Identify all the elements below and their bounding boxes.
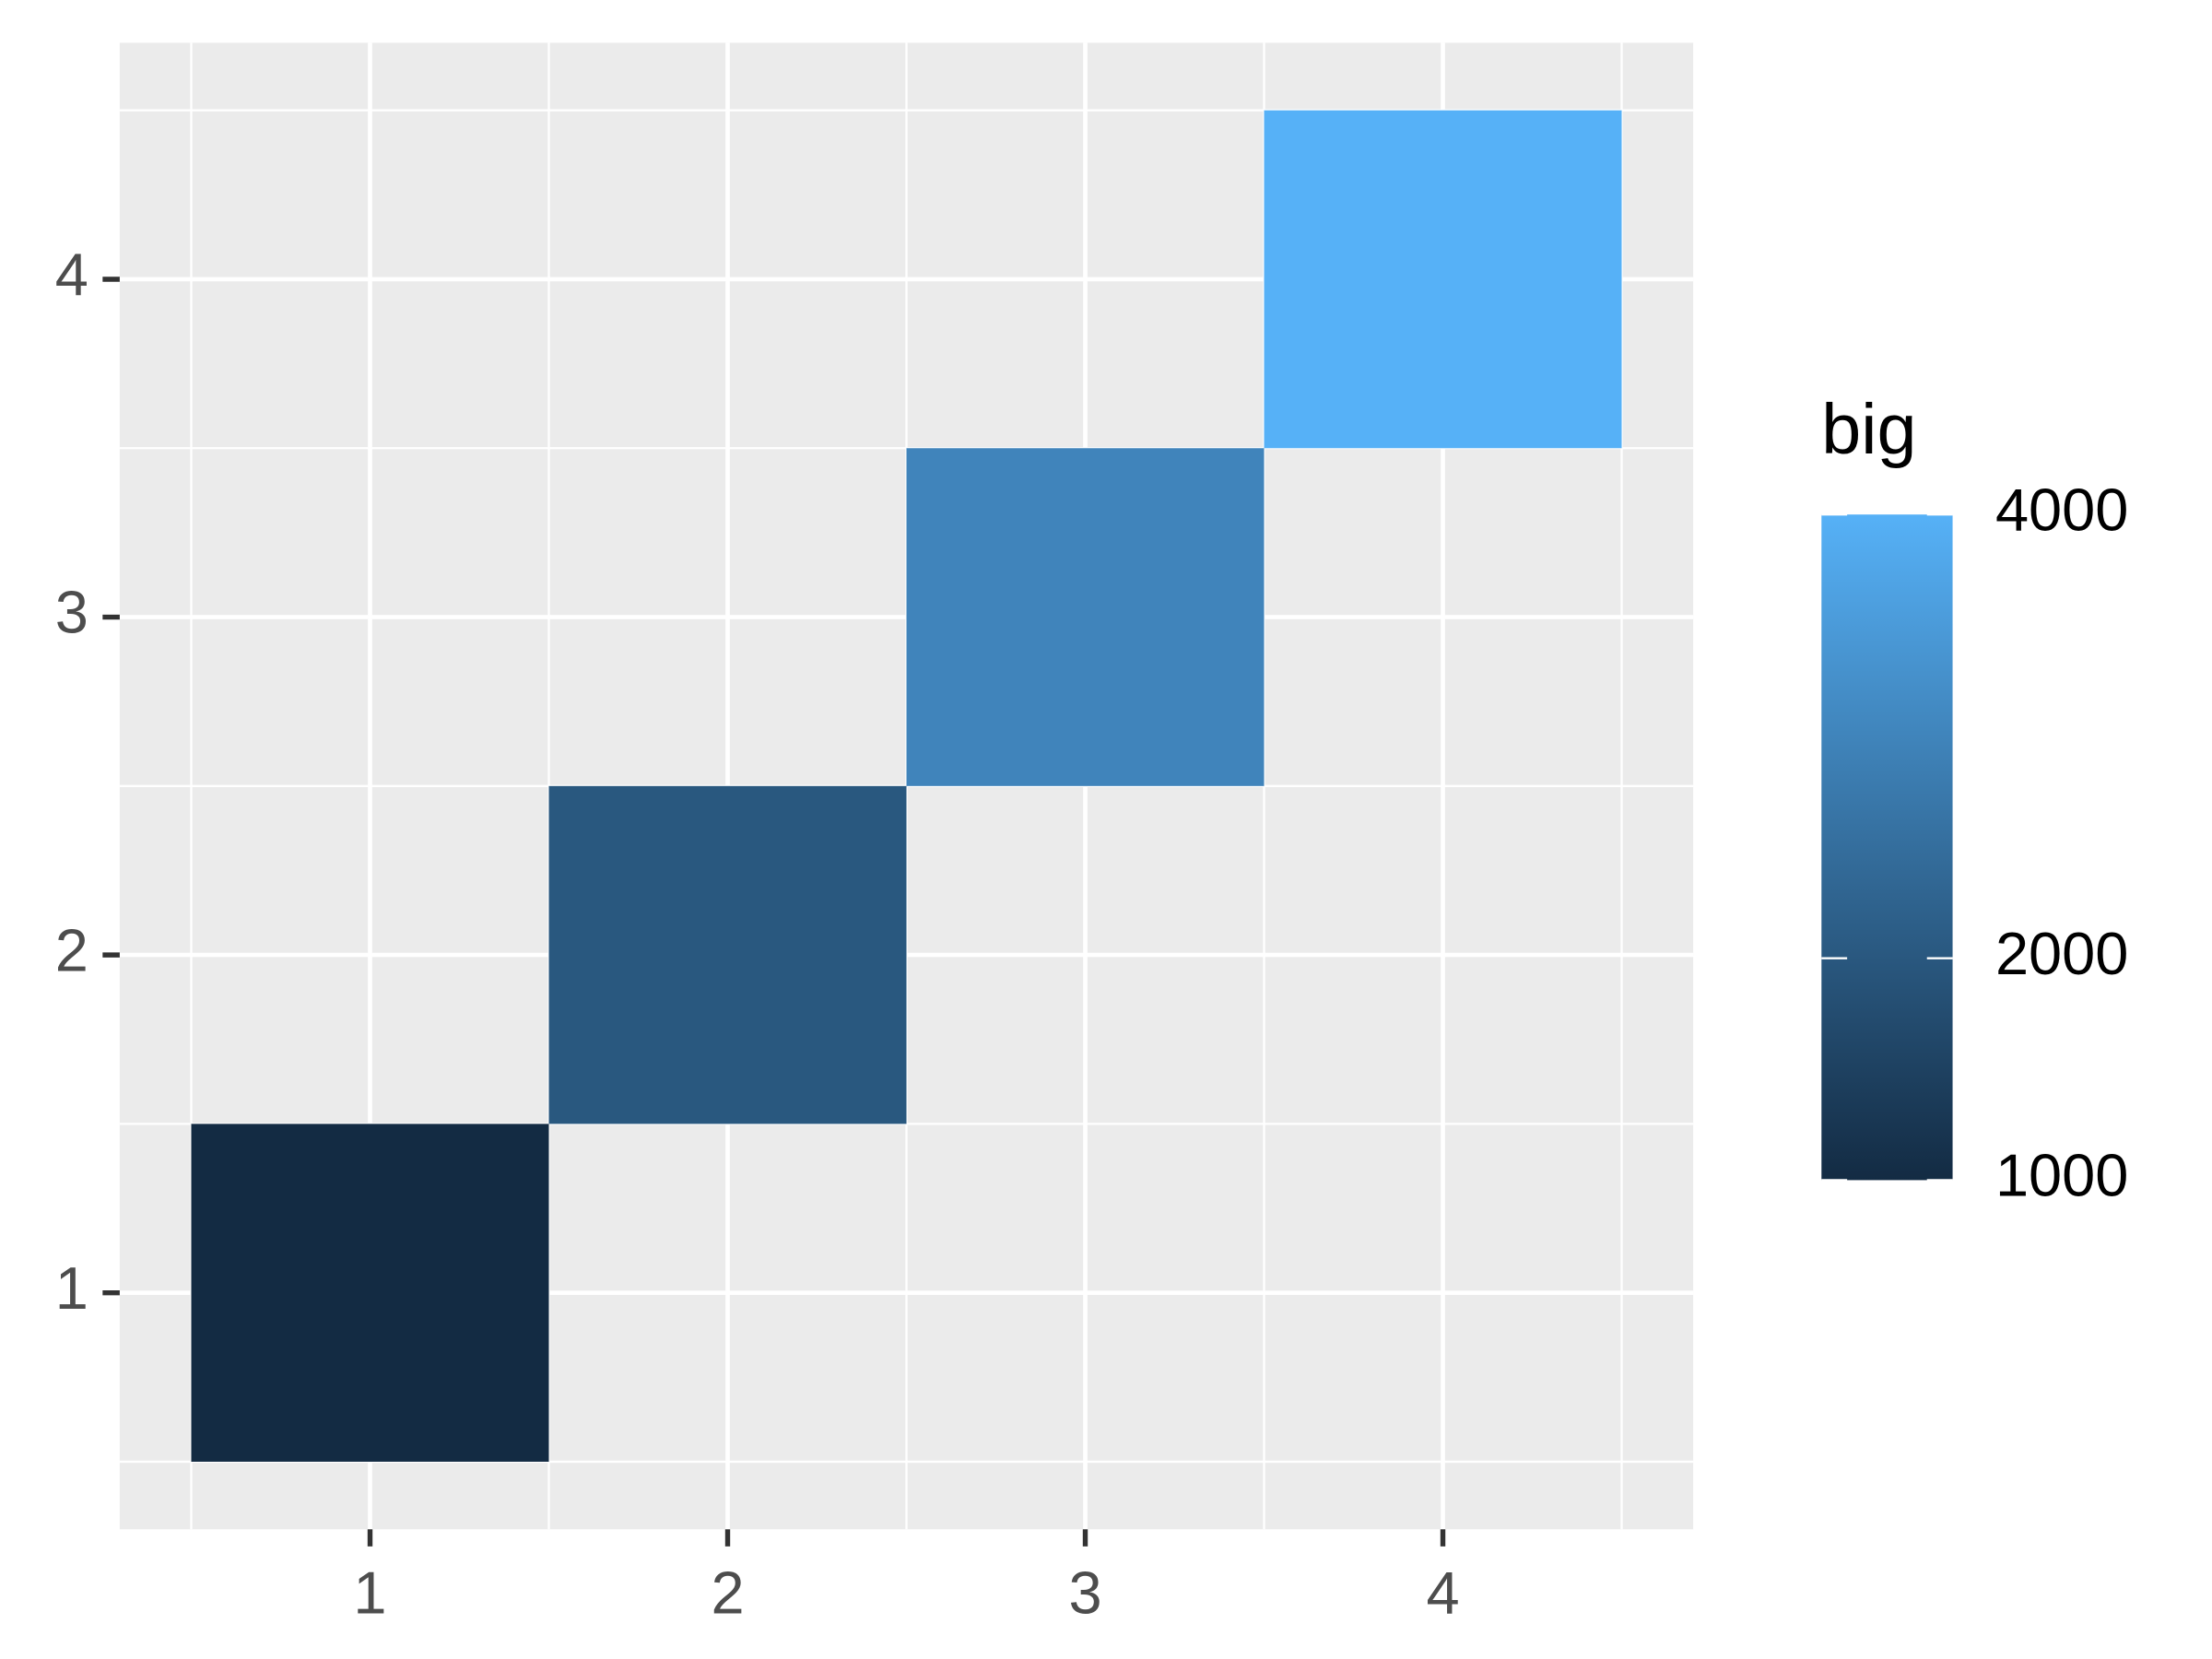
y-tick-label: 1 — [55, 1254, 88, 1322]
x-tick-label: 3 — [1068, 1559, 1101, 1627]
tile — [191, 1124, 549, 1462]
x-tick-label: 1 — [353, 1559, 386, 1627]
tile — [906, 448, 1265, 786]
tile — [1264, 110, 1622, 449]
x-tick-label: 2 — [711, 1559, 744, 1627]
colorbar — [1821, 514, 1953, 1181]
legend-label: 2000 — [1995, 920, 2128, 987]
tile — [548, 785, 907, 1124]
x-tick-label: 4 — [1426, 1559, 1459, 1627]
legend-label: 1000 — [1995, 1142, 2128, 1209]
y-tick-label: 3 — [55, 579, 88, 646]
legend-title: big — [1821, 390, 1916, 469]
y-tick-label: 4 — [55, 241, 88, 308]
legend-label: 4000 — [1995, 476, 2128, 543]
y-tick-label: 2 — [55, 916, 88, 983]
